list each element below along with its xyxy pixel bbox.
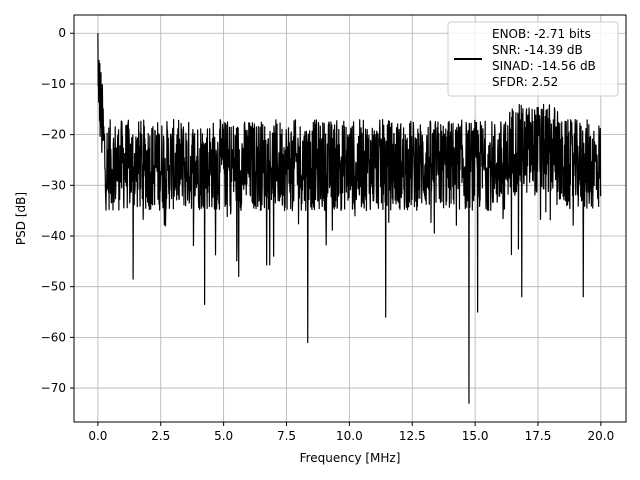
legend-entry-enob: ENOB: -2.71 bits [492,27,591,41]
x-tick-label: 10.0 [336,429,363,443]
plot-frame [73,14,627,423]
y-tick-label: −60 [41,330,66,344]
y-tick-label: −50 [41,280,66,294]
x-tick-label: 7.5 [277,429,296,443]
x-tick-label: 0.0 [88,429,107,443]
legend: ENOB: -2.71 bits SNR: -14.39 dB SINAD: -… [447,21,619,97]
y-tick-label: −10 [41,77,66,91]
y-axis-label: PSD [dB] [14,192,28,245]
x-tick-label: 20.0 [587,429,614,443]
y-tick-label: 0 [58,26,66,40]
x-tick-label: 17.5 [525,429,552,443]
x-axis: 0.0 2.5 5.0 7.5 10.0 12.5 15.0 17.5 20.0 [88,422,614,443]
legend-box [447,21,619,97]
series-layer [97,33,602,404]
y-tick-label: −20 [41,128,66,142]
legend-entry-sfdr: SFDR: 2.52 [492,75,558,89]
x-axis-label: Frequency [MHz] [300,451,401,465]
psd-series-line [97,33,602,404]
x-tick-label: 2.5 [151,429,170,443]
y-axis: 0 −10 −20 −30 −40 −50 −60 −70 [41,26,74,395]
legend-entry-sinad: SINAD: -14.56 dB [492,59,596,73]
y-tick-label: −70 [41,381,66,395]
y-tick-label: −30 [41,178,66,192]
legend-entry-snr: SNR: -14.39 dB [492,43,583,57]
x-tick-label: 15.0 [462,429,489,443]
x-tick-label: 5.0 [214,429,233,443]
x-tick-label: 12.5 [399,429,426,443]
y-tick-label: −40 [41,229,66,243]
